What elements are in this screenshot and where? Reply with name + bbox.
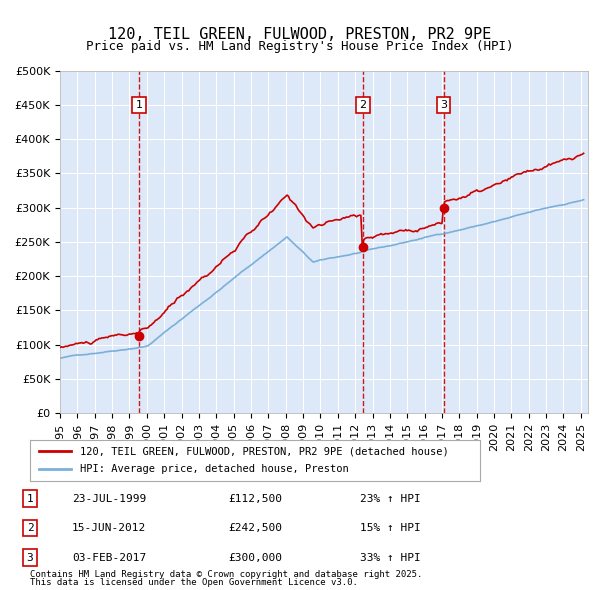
Text: 3: 3 xyxy=(26,553,34,562)
Text: 23-JUL-1999: 23-JUL-1999 xyxy=(72,494,146,503)
Text: £112,500: £112,500 xyxy=(228,494,282,503)
Text: 120, TEIL GREEN, FULWOOD, PRESTON, PR2 9PE: 120, TEIL GREEN, FULWOOD, PRESTON, PR2 9… xyxy=(109,27,491,41)
Text: 23% ↑ HPI: 23% ↑ HPI xyxy=(360,494,421,503)
Text: 1: 1 xyxy=(26,494,34,503)
Text: 1: 1 xyxy=(136,100,143,110)
Text: £300,000: £300,000 xyxy=(228,553,282,562)
Text: £242,500: £242,500 xyxy=(228,523,282,533)
Text: Price paid vs. HM Land Registry's House Price Index (HPI): Price paid vs. HM Land Registry's House … xyxy=(86,40,514,53)
Text: 15% ↑ HPI: 15% ↑ HPI xyxy=(360,523,421,533)
Text: 03-FEB-2017: 03-FEB-2017 xyxy=(72,553,146,562)
Text: 3: 3 xyxy=(440,100,447,110)
Text: Contains HM Land Registry data © Crown copyright and database right 2025.: Contains HM Land Registry data © Crown c… xyxy=(30,571,422,579)
Text: HPI: Average price, detached house, Preston: HPI: Average price, detached house, Pres… xyxy=(79,464,348,474)
Text: 2: 2 xyxy=(359,100,367,110)
Text: 33% ↑ HPI: 33% ↑ HPI xyxy=(360,553,421,562)
Text: 15-JUN-2012: 15-JUN-2012 xyxy=(72,523,146,533)
Text: This data is licensed under the Open Government Licence v3.0.: This data is licensed under the Open Gov… xyxy=(30,578,358,587)
Text: 2: 2 xyxy=(26,523,34,533)
Text: 120, TEIL GREEN, FULWOOD, PRESTON, PR2 9PE (detached house): 120, TEIL GREEN, FULWOOD, PRESTON, PR2 9… xyxy=(79,446,448,456)
